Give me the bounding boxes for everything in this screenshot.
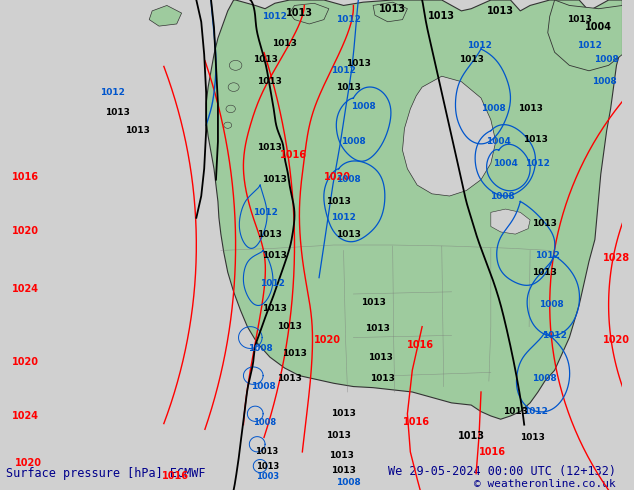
Text: 1016: 1016 [408, 341, 434, 350]
Text: 1013: 1013 [105, 108, 130, 117]
Text: 1008: 1008 [341, 137, 366, 146]
Polygon shape [290, 3, 329, 24]
Text: 1013: 1013 [331, 409, 356, 418]
Text: 1013: 1013 [277, 374, 302, 384]
Text: 1004: 1004 [486, 137, 511, 146]
Text: 1012: 1012 [576, 41, 602, 50]
Text: 1016: 1016 [12, 172, 39, 182]
Text: 1012: 1012 [252, 208, 278, 217]
Text: 1008: 1008 [594, 55, 619, 64]
Polygon shape [548, 0, 623, 71]
Text: 1013: 1013 [336, 230, 361, 239]
Text: 1012: 1012 [542, 331, 567, 340]
Polygon shape [206, 0, 623, 419]
Text: © weatheronline.co.uk: © weatheronline.co.uk [474, 479, 616, 489]
Text: 1008: 1008 [254, 418, 276, 427]
Text: 1008: 1008 [248, 344, 273, 353]
Text: 1013: 1013 [327, 197, 351, 206]
Text: 1020: 1020 [15, 458, 42, 468]
Text: 1013: 1013 [366, 324, 391, 333]
Text: 1028: 1028 [603, 253, 630, 263]
Text: 1013: 1013 [370, 374, 395, 384]
Text: We 29-05-2024 00:00 UTC (12+132): We 29-05-2024 00:00 UTC (12+132) [388, 465, 616, 478]
Text: 1003: 1003 [256, 472, 280, 482]
Text: 1020: 1020 [603, 335, 630, 345]
Text: 1013: 1013 [256, 447, 278, 456]
Text: 1008: 1008 [336, 478, 361, 487]
Text: 1013: 1013 [257, 77, 282, 86]
Circle shape [226, 105, 235, 113]
Circle shape [224, 122, 231, 128]
Text: 1013: 1013 [331, 466, 356, 475]
Text: 1013: 1013 [368, 353, 393, 362]
Text: 1013: 1013 [282, 349, 307, 358]
Text: 1016: 1016 [162, 471, 189, 481]
Text: 1012: 1012 [336, 15, 361, 24]
Text: 1008: 1008 [592, 77, 617, 86]
Text: 1013: 1013 [518, 104, 543, 113]
Text: 1013: 1013 [346, 59, 371, 68]
Text: 1024: 1024 [12, 284, 39, 294]
Polygon shape [403, 76, 496, 196]
Text: 1013: 1013 [503, 407, 528, 416]
Text: 1012: 1012 [331, 66, 356, 75]
Text: 1012: 1012 [100, 88, 126, 97]
Text: 1008: 1008 [336, 175, 361, 184]
Text: 1008: 1008 [481, 104, 506, 113]
Text: 1013: 1013 [520, 433, 545, 442]
Text: 1013: 1013 [336, 83, 361, 92]
Text: 1008: 1008 [490, 192, 515, 200]
Text: 1013: 1013 [252, 55, 278, 64]
Text: 1012: 1012 [535, 251, 560, 260]
Text: 1012: 1012 [526, 159, 550, 168]
Text: 1013: 1013 [125, 126, 150, 135]
Text: 1012: 1012 [261, 279, 285, 288]
Text: 1012: 1012 [262, 12, 287, 21]
Text: 1013: 1013 [272, 39, 297, 48]
Text: 1016: 1016 [280, 150, 307, 160]
Text: 1013: 1013 [262, 251, 287, 260]
Text: 1024: 1024 [12, 411, 39, 421]
Text: 1013: 1013 [329, 451, 354, 460]
Text: 1013: 1013 [361, 298, 385, 307]
Text: 1012: 1012 [522, 407, 547, 416]
Text: 1016: 1016 [479, 447, 506, 457]
Text: 1013: 1013 [327, 431, 351, 440]
Text: 1013: 1013 [262, 175, 287, 184]
Text: 1013: 1013 [533, 219, 557, 228]
Text: 1004: 1004 [493, 159, 518, 168]
Polygon shape [149, 5, 181, 26]
Text: 1004: 1004 [585, 22, 612, 32]
Text: 1020: 1020 [324, 172, 351, 182]
Text: 1013: 1013 [257, 230, 282, 239]
Text: 1008: 1008 [533, 374, 557, 384]
Text: 1012: 1012 [467, 41, 491, 50]
Text: 1020: 1020 [12, 357, 39, 367]
Text: 1013: 1013 [459, 55, 484, 64]
Text: 1013: 1013 [428, 11, 455, 22]
Circle shape [230, 60, 242, 70]
Text: 1013: 1013 [487, 6, 514, 16]
Text: Surface pressure [hPa] ECMWF: Surface pressure [hPa] ECMWF [6, 467, 205, 480]
Text: 1013: 1013 [533, 268, 557, 277]
Text: 1008: 1008 [250, 382, 275, 391]
Circle shape [228, 83, 239, 92]
Text: 1013: 1013 [286, 8, 313, 18]
Text: 1008: 1008 [540, 300, 564, 309]
Text: 1013: 1013 [262, 304, 287, 313]
Text: 1016: 1016 [403, 416, 429, 427]
Text: 1013: 1013 [458, 431, 485, 441]
Polygon shape [373, 2, 408, 22]
Polygon shape [491, 209, 530, 234]
Text: 1008: 1008 [351, 102, 375, 111]
Text: 1020: 1020 [314, 335, 341, 345]
Text: 1020: 1020 [12, 226, 39, 236]
Text: 1013: 1013 [277, 322, 302, 331]
Text: 1013: 1013 [567, 15, 592, 24]
Text: 1013: 1013 [257, 143, 282, 151]
Text: 1013: 1013 [522, 135, 547, 144]
Text: 1013: 1013 [379, 4, 406, 14]
Text: 1013: 1013 [256, 462, 280, 470]
Text: 1012: 1012 [331, 213, 356, 222]
